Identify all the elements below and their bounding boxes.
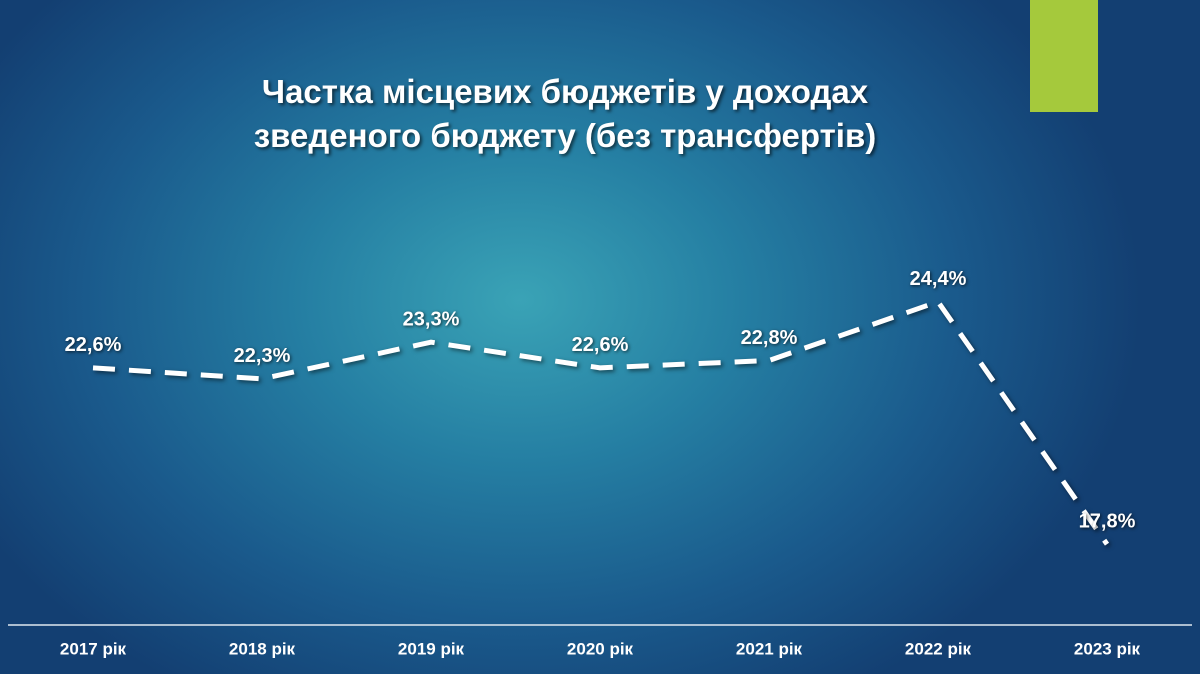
accent-bar: [1030, 0, 1098, 112]
value-label: 22,8%: [741, 327, 798, 349]
x-tick-label: 2021 рік: [736, 639, 803, 658]
value-label: 23,3%: [403, 308, 460, 330]
value-label: 22,3%: [234, 345, 291, 367]
x-tick-label: 2020 рік: [567, 639, 634, 658]
data-line: [92, 298, 1110, 546]
chart-title: Частка місцевих бюджетів у доходах зведе…: [253, 73, 877, 154]
value-label: 22,6%: [65, 334, 122, 356]
x-tick-label: 2019 рік: [398, 639, 465, 658]
x-tick-label: 2023 рік: [1074, 639, 1141, 658]
value-label: 24,4%: [910, 268, 967, 290]
x-tick-label: 2022 рік: [905, 639, 972, 658]
x-tick-label: 2017 рік: [60, 639, 127, 658]
x-tick-label: 2018 рік: [229, 639, 296, 658]
value-label: 17,8%: [1079, 510, 1136, 532]
value-label: 22,6%: [572, 334, 629, 356]
